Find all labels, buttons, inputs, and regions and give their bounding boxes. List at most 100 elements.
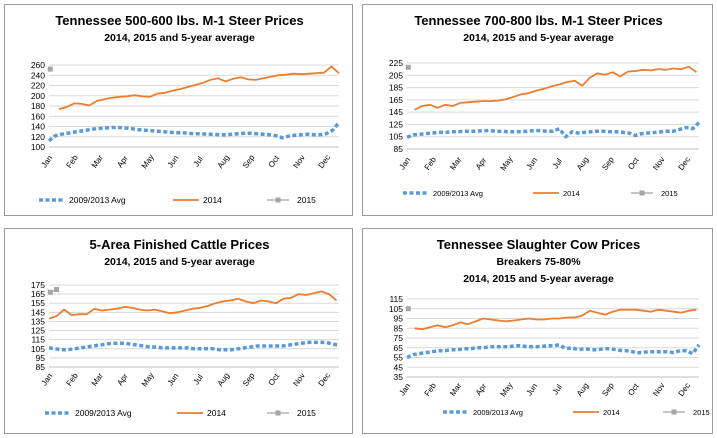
y-tick-label: 205 [389, 70, 403, 80]
x-tick-label: May [498, 155, 514, 173]
series-point-2015 [47, 66, 53, 72]
legend-label: 2009/2013 Avg [433, 189, 483, 198]
x-tick-label: Sep [600, 155, 616, 172]
series-line-avg [48, 340, 340, 352]
x-tick-label: Apr [474, 382, 489, 398]
x-tick-label: Dec [317, 153, 333, 170]
y-tick-label: 55 [394, 353, 404, 363]
x-tick-label: Feb [423, 155, 439, 172]
y-tick-label: 225 [389, 58, 403, 68]
x-tick-label: Nov [291, 371, 307, 388]
x-tick-label: Jan [398, 382, 413, 398]
chart-svg-finished-cattle: 5-Area Finished Cattle Prices 2014, 2015 … [31, 237, 340, 418]
x-tick-label: Nov [651, 381, 667, 398]
x-tick-label: May [140, 371, 156, 389]
series-line-y2014 [414, 308, 697, 331]
x-tick-label: Aug [216, 371, 232, 388]
x-tick-label: Apr [115, 372, 130, 388]
chart-subtitle-2: 2014, 2015 and 5-year average [463, 273, 614, 285]
y-tick-label: 95 [394, 314, 404, 324]
chart-subtitle: 2014, 2015 and 5-year average [463, 32, 614, 44]
x-tick-label: Feb [65, 153, 81, 170]
legend-label: 2014 [207, 408, 226, 418]
x-tick-label: Jan [40, 154, 55, 170]
y-tick-label: 240 [31, 70, 45, 80]
chart-title: Tennessee 500-600 lbs. M-1 Steer Prices [55, 13, 303, 28]
x-tick-label: Jun [166, 372, 181, 388]
x-tick-label: Jul [192, 155, 205, 169]
y-tick-label: 45 [394, 362, 404, 372]
chart-subtitle: 2014, 2015 and 5-year average [104, 256, 255, 268]
y-tick-label: 185 [389, 83, 403, 93]
legend-label: 2014 [203, 195, 222, 205]
y-tick-label: 135 [31, 316, 45, 326]
chart-panel-finished-cattle: 5-Area Finished Cattle Prices 2014, 2015 … [4, 228, 353, 434]
x-tick-label: Oct [267, 371, 282, 387]
chart-svg-steer-700-800: Tennessee 700-800 lbs. M-1 Steer Prices 2… [389, 13, 701, 198]
y-tick-label: 125 [31, 326, 45, 336]
legend-label: 2015 [661, 189, 678, 198]
x-tick-label: Jan [40, 372, 55, 388]
x-tick-label: Jun [525, 156, 540, 172]
y-tick-label: 75 [394, 333, 404, 343]
y-tick-label: 220 [31, 81, 45, 91]
legend-marker-2015 [275, 197, 281, 203]
x-tick-label: Dec [676, 381, 692, 398]
series-line-avg [47, 121, 341, 143]
x-tick-label: Jul [551, 157, 564, 171]
chart-svg-steer-500-600: Tennessee 500-600 lbs. M-1 Steer Prices 2… [31, 13, 341, 205]
x-tick-label: Aug [575, 381, 591, 398]
y-tick-label: 125 [389, 119, 403, 129]
x-tick-label: Apr [474, 156, 489, 172]
legend-label: 2014 [603, 408, 620, 417]
x-tick-label: Sep [241, 371, 257, 388]
y-tick-label: 165 [389, 95, 403, 105]
x-tick-label: Apr [115, 154, 130, 170]
y-tick-label: 180 [31, 101, 45, 111]
x-tick-label: Mar [90, 371, 105, 388]
x-tick-label: Feb [65, 371, 81, 388]
x-tick-label: Jul [551, 383, 564, 397]
series-line-y2014 [48, 290, 338, 320]
x-tick-label: Jan [398, 156, 413, 172]
x-tick-label: Jun [166, 154, 181, 170]
legend-label: 2009/2013 Avg [473, 408, 523, 417]
y-tick-label: 115 [31, 335, 45, 345]
y-tick-label: 100 [31, 142, 45, 152]
x-tick-label: May [498, 381, 514, 399]
x-tick-label: Nov [651, 155, 667, 172]
chart-svg-slaughter-cow: Tennessee Slaughter Cow Prices Breakers 7… [389, 237, 710, 417]
x-tick-label: Mar [448, 381, 463, 398]
x-tick-label: Dec [317, 371, 333, 388]
series-line-y2014 [58, 65, 340, 110]
series-point-2015 [47, 289, 53, 295]
y-tick-label: 165 [31, 289, 45, 299]
x-tick-label: Mar [90, 153, 105, 170]
y-tick-label: 95 [36, 353, 46, 363]
y-tick-label: 145 [389, 107, 403, 117]
legend-marker-2015 [639, 190, 645, 196]
chart-panel-slaughter-cow: Tennessee Slaughter Cow Prices Breakers 7… [362, 228, 713, 434]
chart-title: Tennessee 700-800 lbs. M-1 Steer Prices [414, 13, 662, 28]
legend-label: 2009/2013 Avg [75, 408, 132, 418]
y-tick-label: 85 [394, 323, 404, 333]
x-tick-label: Aug [216, 153, 232, 170]
x-tick-label: Sep [241, 153, 257, 170]
x-tick-label: Oct [267, 153, 282, 169]
legend-label: 2015 [297, 195, 316, 205]
y-tick-label: 120 [31, 132, 45, 142]
x-tick-label: Jul [192, 373, 205, 387]
series-point-2015 [54, 287, 60, 293]
x-tick-label: Jun [525, 382, 540, 398]
chart-subtitle: Breakers 75-80% [496, 256, 581, 268]
series-point-2015 [405, 306, 411, 312]
y-tick-label: 65 [394, 343, 404, 353]
chart-title: 5-Area Finished Cattle Prices [90, 237, 270, 252]
legend-label: 2014 [563, 189, 580, 198]
x-tick-label: Sep [600, 381, 616, 398]
y-tick-label: 85 [36, 362, 46, 372]
legend-label: 2015 [693, 408, 710, 417]
chart-panel-steer-500-600: Tennessee 500-600 lbs. M-1 Steer Prices 2… [4, 4, 353, 216]
x-tick-label: May [140, 153, 156, 171]
y-tick-label: 115 [389, 294, 403, 304]
